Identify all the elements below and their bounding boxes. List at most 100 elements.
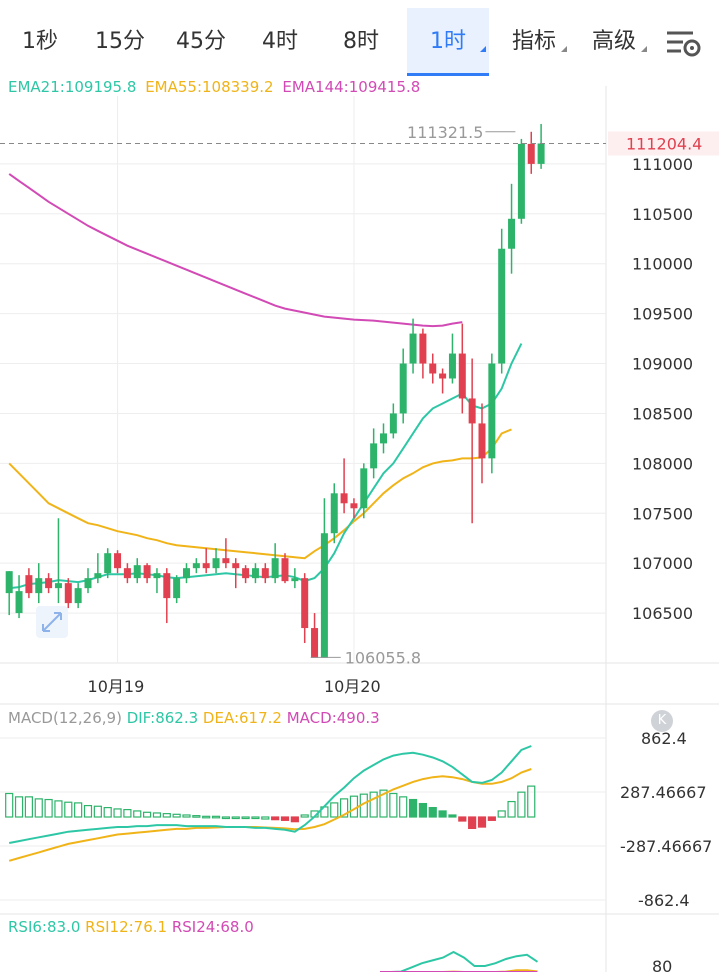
macd-histogram-bar xyxy=(14,796,24,818)
tab-1[interactable]: 15分 xyxy=(88,8,152,76)
candle-body xyxy=(458,353,466,399)
collapse-k-icon[interactable]: K xyxy=(651,710,673,732)
macd-histogram-bar xyxy=(74,802,83,818)
tab-label: 15分 xyxy=(95,29,145,54)
rsi-legend: RSI6:83.0 RSI12:76.1 RSI24:68.0 xyxy=(8,918,254,936)
candle-body xyxy=(488,363,496,459)
macd-histogram-bar xyxy=(448,814,457,818)
macd-histogram-bar xyxy=(300,814,309,818)
tab-label: 1时 xyxy=(430,29,466,54)
tab-5[interactable]: 1时 xyxy=(407,8,489,76)
candle-body xyxy=(183,568,190,579)
macd-axis-label: -862.4 xyxy=(638,891,690,910)
macd-histogram-bar xyxy=(271,816,280,821)
macd-dif-label: DIF:862.3 xyxy=(126,709,199,727)
candle-body xyxy=(133,565,141,579)
candle-body xyxy=(212,558,220,569)
dropdown-triangle-icon xyxy=(641,46,647,52)
macd-histogram-bar xyxy=(241,816,250,820)
tab-4[interactable]: 8时 xyxy=(328,8,394,76)
tab-label: 45分 xyxy=(176,29,226,54)
tab-2[interactable]: 45分 xyxy=(168,8,234,76)
macd-histogram-bar xyxy=(202,815,211,819)
price-tick-label: 110000 xyxy=(632,255,693,274)
macd-histogram-bar xyxy=(408,798,418,818)
candle-body xyxy=(173,578,181,599)
candle-body xyxy=(35,578,43,594)
rsi-axis-label: 80 xyxy=(652,957,672,972)
macd-histogram-bar xyxy=(182,814,191,818)
macd-histogram-bar xyxy=(280,816,290,821)
candle-body xyxy=(281,558,289,582)
macd-histogram-bar xyxy=(349,795,359,818)
candle-body xyxy=(527,143,535,164)
macd-histogram-bar xyxy=(44,798,53,818)
macd-histogram-bar xyxy=(379,789,388,818)
ema144-line xyxy=(8,173,463,328)
candle-body xyxy=(54,583,62,589)
tab-label: 4时 xyxy=(262,29,298,54)
macd-axis-label: 287.46667 xyxy=(620,783,707,802)
price-tick-label: 109500 xyxy=(632,305,693,324)
macd-dea-label: DEA:617.2 xyxy=(202,709,282,727)
macd-histogram-bar xyxy=(192,815,201,818)
candle-body xyxy=(261,568,269,579)
candle-body xyxy=(389,413,397,434)
macd-histogram-bar xyxy=(162,813,171,818)
macd-histogram-bar xyxy=(231,816,240,820)
dropdown-triangle-icon xyxy=(561,46,567,52)
candle-body xyxy=(409,333,417,364)
current-price-label: 111204.4 xyxy=(626,134,702,153)
macd-histogram-bar xyxy=(211,815,221,819)
candle-body xyxy=(350,503,358,509)
macd-histogram-bar xyxy=(330,802,339,818)
chart-settings-icon[interactable] xyxy=(663,26,703,60)
candle-body xyxy=(5,571,13,594)
macd-histogram-bar xyxy=(468,816,477,829)
price-tick-label: 110500 xyxy=(632,205,693,224)
tab-0[interactable]: 1秒 xyxy=(8,8,72,76)
candle-body xyxy=(311,628,319,659)
ema55-line xyxy=(8,428,512,560)
rsi-line-rsi6 xyxy=(380,950,539,972)
tab-7[interactable]: 高级 xyxy=(578,8,650,76)
ema21-label: EMA21:109195.8 xyxy=(8,78,137,96)
macd-histogram-bar xyxy=(428,806,437,818)
candle-body xyxy=(399,363,407,414)
macd-histogram-bar xyxy=(389,792,398,818)
macd-histogram-bar xyxy=(103,806,112,818)
candle-body xyxy=(330,493,338,534)
date-axis-label: 10月20 xyxy=(324,677,381,696)
macd-histogram-bar xyxy=(143,811,152,818)
macd-value-label: MACD:490.3 xyxy=(286,709,380,727)
macd-histogram-bar xyxy=(113,808,122,818)
macd-histogram-bar xyxy=(123,809,132,818)
price-tick-label: 107500 xyxy=(632,504,693,523)
macd-histogram-bar xyxy=(152,812,162,818)
candle-body xyxy=(419,333,427,364)
expand-arrows-icon[interactable] xyxy=(36,606,68,638)
macd-histogram-bar xyxy=(34,798,43,818)
macd-histogram-bar xyxy=(261,816,270,820)
candle-body xyxy=(448,353,456,379)
candle-body xyxy=(104,553,112,574)
candle-body xyxy=(123,568,131,579)
macd-histogram-bar xyxy=(83,804,93,818)
macd-histogram-bar xyxy=(399,796,408,818)
macd-histogram-bar xyxy=(133,810,142,818)
candle-body xyxy=(15,591,23,614)
candle-body xyxy=(163,573,171,599)
macd-histogram-bar xyxy=(93,805,102,818)
price-tick-label: 108000 xyxy=(632,454,693,473)
tab-3[interactable]: 4时 xyxy=(248,8,312,76)
macd-histogram-bar xyxy=(477,816,487,828)
candle-body xyxy=(301,578,309,629)
macd-histogram-bar xyxy=(418,802,427,818)
price-tick-label: 111000 xyxy=(632,155,693,174)
rsi12-label: RSI12:76.1 xyxy=(85,918,168,936)
candle-body xyxy=(143,565,151,579)
candle-body xyxy=(84,578,92,589)
tab-label: 8时 xyxy=(343,29,379,54)
tab-6[interactable]: 指标 xyxy=(498,8,570,76)
